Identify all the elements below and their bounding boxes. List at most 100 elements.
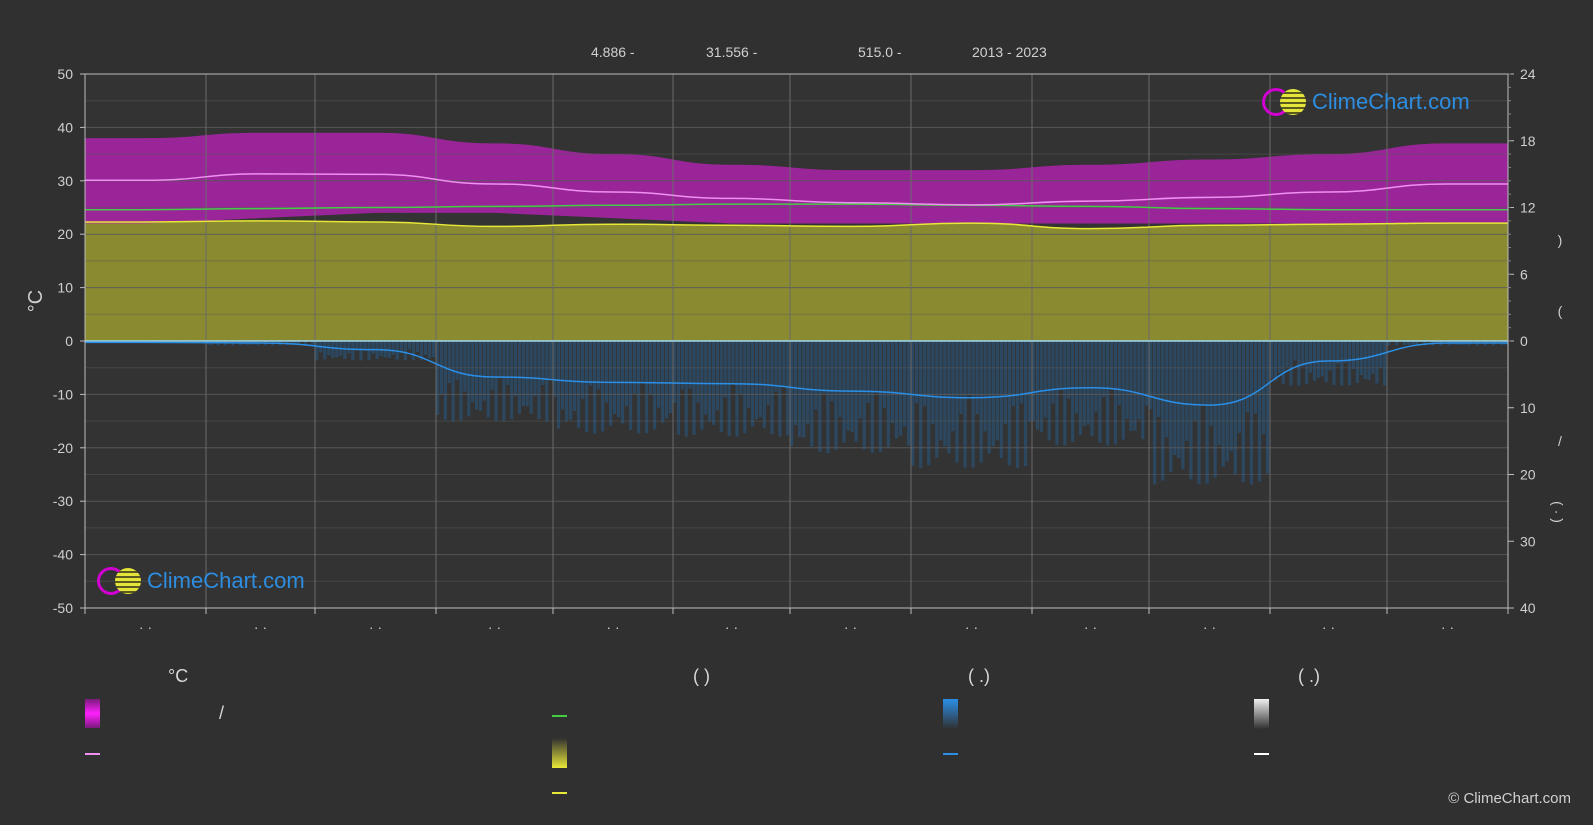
right-bottom-tick-label: 40 <box>1520 600 1536 616</box>
precip-bar <box>1153 341 1157 485</box>
precip-bar <box>1348 341 1352 386</box>
precip-bar <box>645 341 649 434</box>
precip-bar <box>475 341 479 410</box>
precip-bar <box>1145 341 1149 406</box>
precip-bar <box>419 341 424 360</box>
precip-bar <box>1043 341 1047 418</box>
precip-bar <box>403 341 407 361</box>
precip-bar <box>637 341 641 434</box>
precip-bar <box>431 341 436 357</box>
precip-bar <box>525 341 529 407</box>
precip-bar <box>581 341 585 400</box>
precip-bar <box>411 341 416 361</box>
precip-bar <box>371 341 375 354</box>
precip-bar <box>1277 341 1281 374</box>
precip-bar <box>289 341 293 345</box>
precip-bar <box>436 341 440 415</box>
logo-top-right[interactable]: ClimeChart.com <box>1262 88 1470 116</box>
precip-bar <box>673 341 677 403</box>
right-bottom-tick-label: 20 <box>1520 467 1536 483</box>
precip-bar <box>601 341 605 432</box>
left-tick-label: 40 <box>57 119 73 135</box>
rain-line-swatch <box>943 753 958 755</box>
precip-bar <box>1117 341 1121 406</box>
precip-bar <box>1125 341 1129 419</box>
precip-bar <box>1367 341 1371 380</box>
precip-bar <box>1086 341 1090 425</box>
precip-bar <box>715 341 720 411</box>
left-tick-label: -20 <box>53 440 73 456</box>
precip-bar <box>1273 341 1278 381</box>
precip-bar <box>553 341 557 398</box>
snow-line-swatch <box>1254 753 1269 755</box>
right-axis-fragment: ) <box>1558 232 1563 248</box>
precip-bar <box>1157 341 1161 418</box>
x-tick-label: · · <box>606 619 619 635</box>
precip-bar <box>1098 341 1102 443</box>
precip-bar <box>1355 341 1359 383</box>
precip-bar <box>407 341 411 350</box>
left-tick-label: 0 <box>65 333 73 349</box>
legend-rain-heading: ( .) <box>968 666 990 686</box>
precip-bar <box>498 341 502 379</box>
precip-bar <box>1169 341 1173 472</box>
precip-bar <box>653 341 657 430</box>
precip-bar <box>834 341 838 450</box>
precip-bar <box>1011 341 1016 407</box>
right-bottom-tick-label: 30 <box>1520 533 1536 549</box>
precip-bar <box>878 341 882 453</box>
x-tick-label: · · <box>844 619 857 635</box>
precip-bar <box>1253 341 1258 414</box>
right-axis-fragment: ( · ) <box>1547 501 1563 523</box>
precip-bar <box>1423 341 1427 346</box>
right-top-tick-label: 18 <box>1520 133 1536 149</box>
precip-bar <box>597 341 601 390</box>
logo-text: ClimeChart.com <box>147 568 305 593</box>
precip-bar <box>838 341 842 417</box>
precip-bar <box>923 341 927 407</box>
precip-bar <box>395 341 399 360</box>
precip-bar <box>514 341 518 397</box>
precip-bar <box>343 341 347 360</box>
precip-bar <box>979 341 983 463</box>
precip-bar <box>557 341 561 429</box>
precip-bar <box>735 341 739 437</box>
precip-bar <box>967 341 971 396</box>
precip-bar <box>351 341 355 361</box>
precip-bar <box>786 341 790 436</box>
precip-bar <box>355 341 359 351</box>
precip-bar <box>778 341 782 437</box>
precip-bar <box>794 341 798 426</box>
precip-bar <box>482 341 486 401</box>
precip-bar <box>790 341 794 447</box>
precip-bar <box>704 341 708 415</box>
legend-snow-heading: ( .) <box>1298 666 1320 686</box>
sunshine-area <box>85 220 1508 341</box>
precip-bar <box>1007 341 1012 466</box>
precip-bar <box>609 341 613 426</box>
mean-temp-line <box>85 173 1508 206</box>
precip-bar <box>315 341 319 361</box>
precip-bar <box>1110 341 1114 390</box>
precip-bar <box>758 341 762 417</box>
precip-bar <box>927 341 931 466</box>
left-tick-label: 10 <box>57 280 73 296</box>
precip-bar <box>1371 341 1375 375</box>
precip-bar <box>1161 341 1165 481</box>
precip-bar <box>939 341 943 441</box>
precip-bar <box>605 341 609 403</box>
sunshine-line-swatch <box>552 792 567 794</box>
logo-bottom-left[interactable]: ClimeChart.com <box>97 567 305 595</box>
precip-bar <box>1051 341 1055 404</box>
precip-bar <box>1106 341 1110 446</box>
precip-bar <box>866 341 870 403</box>
precip-bar <box>806 341 810 425</box>
precip-bar <box>367 341 371 361</box>
precip-bar <box>712 341 716 425</box>
precip-bar <box>935 341 939 458</box>
precip-bar <box>1241 341 1245 482</box>
precip-bar <box>1281 341 1285 384</box>
precip-bar <box>983 341 987 432</box>
precip-bar <box>1055 341 1059 445</box>
precip-bar <box>1094 341 1098 412</box>
